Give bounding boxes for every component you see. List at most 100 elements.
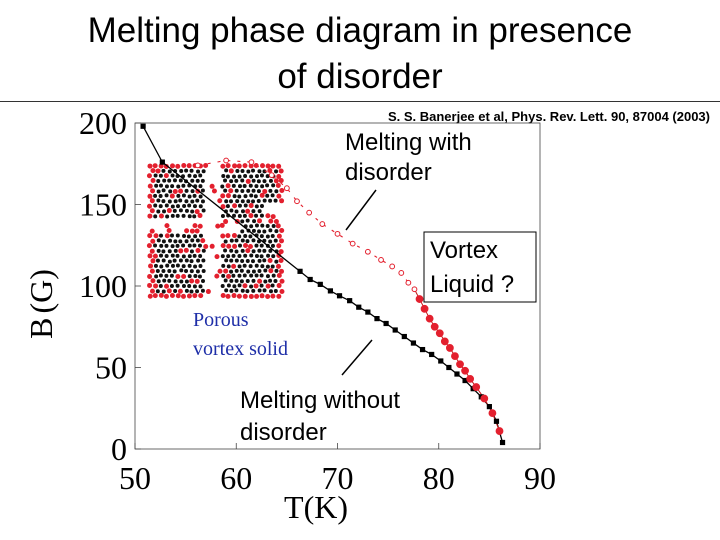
- lattice-dot: [161, 289, 166, 294]
- lattice-dot: [196, 169, 201, 174]
- point-without-disorder: [317, 281, 323, 287]
- lattice-dot: [224, 288, 229, 293]
- point-with-disorder: [415, 295, 424, 303]
- slide-title: Melting phase diagram in presence of dis…: [87, 11, 633, 96]
- lattice-dot: [262, 169, 267, 174]
- lattice-dot: [249, 284, 254, 289]
- point-with-disorder: [480, 394, 489, 403]
- y-tick-label: 50: [95, 350, 127, 386]
- lattice-dot: [259, 213, 264, 218]
- lattice-dot: [249, 193, 254, 198]
- lattice-dot: [234, 188, 239, 193]
- lattice-dot: [173, 199, 178, 204]
- lattice-dot: [265, 294, 271, 300]
- lattice-dot: [181, 264, 186, 269]
- lattice-dot: [231, 213, 236, 218]
- lattice-dot: [190, 178, 195, 183]
- lattice-dot: [197, 274, 202, 279]
- lattice-dot: [189, 278, 195, 284]
- lattice-dot: [201, 258, 206, 263]
- lattice-dot: [273, 198, 278, 203]
- lattice-dot: [225, 183, 231, 189]
- svg-text:B(G): B (G): [23, 269, 59, 339]
- lattice-dot: [193, 234, 198, 239]
- lattice-dot: [153, 283, 159, 289]
- lattice-dot: [276, 272, 282, 278]
- lattice-dot: [197, 223, 203, 229]
- lattice-dot: [237, 184, 242, 189]
- lattice-dot: [242, 213, 247, 218]
- lattice-dot: [147, 282, 153, 288]
- lattice-dot: [161, 199, 166, 204]
- lattice-dot: [172, 269, 177, 274]
- point-without-disorder: [486, 404, 492, 410]
- lattice-dot: [184, 228, 190, 234]
- lattice-dot: [166, 288, 172, 294]
- lattice-dot: [226, 254, 231, 259]
- lattice-dot: [243, 173, 248, 178]
- lattice-dot: [225, 233, 231, 239]
- lattice-dot: [249, 253, 254, 258]
- lattice-dot: [181, 183, 186, 188]
- lattice-dot: [161, 268, 166, 273]
- lattice-dot: [243, 234, 248, 239]
- point-with-disorder: [294, 198, 300, 205]
- lattice-dot: [169, 284, 174, 289]
- lattice-dot: [220, 163, 226, 169]
- lattice-dot: [164, 233, 170, 239]
- lattice-dot: [265, 234, 270, 239]
- lattice-dot: [237, 283, 242, 288]
- lattice-dot: [242, 263, 247, 268]
- lattice-dot: [158, 183, 163, 188]
- y-tick-label: 100: [79, 268, 127, 304]
- lattice-dot: [224, 199, 229, 204]
- lattice-dot: [187, 243, 192, 248]
- lattice-dot: [260, 163, 266, 169]
- lattice-dot: [184, 268, 189, 273]
- point-with-disorder: [445, 344, 454, 352]
- lattice-dot: [245, 178, 251, 184]
- lattice-dot: [164, 223, 170, 229]
- lattice-dot: [182, 234, 187, 239]
- lattice-dot: [169, 293, 175, 299]
- lattice-dot: [239, 268, 244, 273]
- lattice-dot: [187, 254, 192, 259]
- lattice-dot: [175, 163, 181, 169]
- lattice-dot: [164, 184, 169, 189]
- lattice-dot: [265, 224, 270, 229]
- lattice-dot: [253, 194, 258, 199]
- lattice-dot: [220, 184, 225, 189]
- lattice-dot: [242, 163, 248, 169]
- lattice-dot: [229, 179, 234, 184]
- lattice-dot: [149, 228, 155, 234]
- point-with-disorder: [488, 409, 497, 418]
- lattice-dot: [150, 258, 156, 264]
- lattice-dot: [194, 278, 200, 284]
- lattice-dot: [173, 248, 178, 253]
- lattice-dot: [240, 288, 245, 293]
- point-without-disorder: [307, 276, 313, 283]
- lattice-dot: [278, 257, 284, 263]
- lattice-dot: [279, 268, 285, 274]
- lattice-dot: [220, 204, 226, 210]
- lattice-dot: [198, 293, 204, 299]
- point-without-disorder: [438, 358, 444, 364]
- curve-with-disorder-solid: [414, 289, 500, 432]
- lattice-dot: [256, 189, 261, 194]
- lattice-dot: [211, 188, 217, 194]
- lattice-dot: [257, 169, 262, 174]
- lattice-dot: [268, 198, 273, 203]
- point-without-disorder: [410, 340, 417, 346]
- lattice-dot: [152, 253, 158, 259]
- lattice-dot: [274, 229, 279, 234]
- lattice-dot: [240, 258, 245, 263]
- lattice-dot: [155, 269, 160, 274]
- lattice-dot: [153, 233, 159, 239]
- lattice-dot: [276, 163, 282, 169]
- lattice-dot: [253, 162, 259, 168]
- lattice-dot: [187, 173, 192, 178]
- lattice-dot: [187, 274, 192, 279]
- y-label-open: (: [23, 303, 59, 314]
- lattice-dot: [249, 224, 254, 229]
